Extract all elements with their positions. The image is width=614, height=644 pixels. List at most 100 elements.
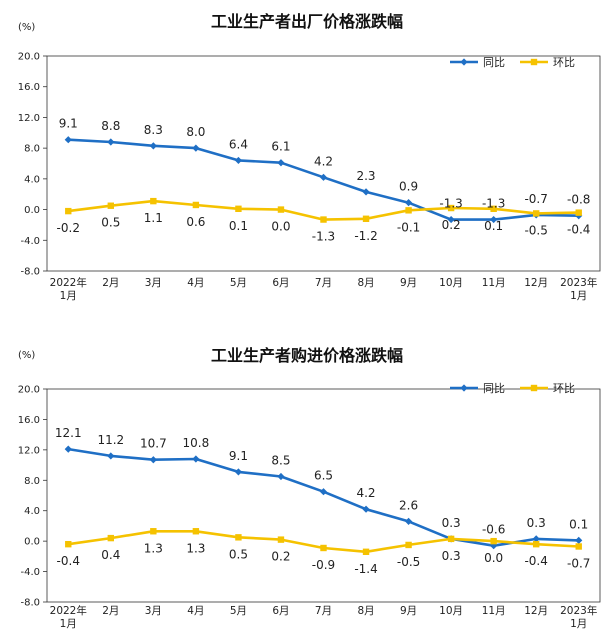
data-label: 0.2 <box>442 218 461 232</box>
y-tick-label: -4.0 <box>20 236 40 247</box>
y-axis-unit: (%) <box>18 22 36 33</box>
data-label: 0.6 <box>186 215 205 229</box>
legend-label: 环比 <box>553 56 575 69</box>
x-tick-label: 10月 <box>439 605 463 617</box>
data-label: 0.5 <box>101 216 120 230</box>
data-point <box>532 210 540 217</box>
data-point <box>149 142 157 150</box>
data-label: 0.3 <box>442 549 461 563</box>
data-point <box>490 215 498 224</box>
data-point <box>532 535 540 543</box>
data-point <box>404 199 413 207</box>
data-point <box>107 202 115 209</box>
data-point <box>107 138 115 146</box>
x-tick-label: 5月 <box>230 277 247 289</box>
x-tick-label: 9月 <box>400 605 417 617</box>
data-label: 0.0 <box>484 551 503 565</box>
chart-title: 工业生产者出厂价格涨跌幅 <box>210 12 403 31</box>
data-label: -0.1 <box>397 220 420 234</box>
data-label: 6.4 <box>229 137 248 151</box>
line-chart: 20.0 16.0 12.0 8.0 4.0 0.0 -4.0 -8.0 2022年 1月 2月 3月… <box>18 382 601 630</box>
data-label: 11.2 <box>97 433 124 447</box>
x-tick-label: 6月 <box>272 277 289 289</box>
line-chart: 20.0 16.0 12.0 8.0 4.0 0.0 -4.0 -8.0 2022年 1月 2月 3月… <box>18 52 601 302</box>
data-label: -0.4 <box>57 554 80 568</box>
y-tick-label: 12.0 <box>18 113 40 124</box>
data-label: -1.2 <box>354 229 377 243</box>
data-label: -0.2 <box>57 221 80 235</box>
x-tick-label: 3月 <box>145 277 162 289</box>
data-point <box>192 455 200 463</box>
data-label: -0.7 <box>567 556 590 570</box>
x-tick-label: 12月 <box>524 277 548 289</box>
data-label: -1.4 <box>354 562 377 576</box>
legend-label: 同比 <box>483 382 505 395</box>
data-label: -1.3 <box>439 197 462 211</box>
data-point <box>362 548 370 555</box>
x-tick-label: 9月 <box>400 277 417 289</box>
data-label: 0.5 <box>229 547 248 561</box>
data-point <box>234 468 243 476</box>
y-tick-label: 0.0 <box>24 205 40 216</box>
data-point <box>277 206 285 213</box>
data-label: 2.3 <box>356 169 375 183</box>
y-tick-label: 8.0 <box>24 144 40 155</box>
x-tick-label: 7月 <box>315 277 332 289</box>
x-tick-label: 8月 <box>357 277 374 289</box>
data-label: 4.2 <box>314 154 333 168</box>
data-point <box>320 216 327 223</box>
data-point <box>532 540 540 548</box>
data-point <box>362 215 370 222</box>
data-point <box>65 540 72 548</box>
data-label: 8.5 <box>271 453 290 467</box>
data-label: 8.0 <box>186 125 205 139</box>
chart-title: 工业生产者购进价格涨跌幅 <box>210 346 403 365</box>
y-tick-label: 0.0 <box>24 537 40 548</box>
x-tick-label: 11月 <box>482 605 506 617</box>
x-tick-label: 4月 <box>187 605 204 617</box>
data-label: -0.9 <box>312 558 335 572</box>
legend-marker <box>530 384 538 392</box>
data-point <box>404 517 413 525</box>
data-label: 4.2 <box>356 486 375 500</box>
data-label: 0.1 <box>484 219 503 233</box>
data-label: 1.3 <box>186 541 205 555</box>
x-tick-label: 7月 <box>315 605 332 617</box>
data-point <box>319 173 328 181</box>
data-point <box>490 205 497 213</box>
data-point <box>277 472 285 481</box>
data-point <box>490 537 497 545</box>
legend-label: 环比 <box>553 382 575 395</box>
x-tick-label: 2月 <box>102 605 119 617</box>
data-point <box>150 197 157 205</box>
data-label: 12.1 <box>55 426 82 440</box>
legend-marker <box>530 58 538 66</box>
data-point <box>320 544 327 552</box>
x-tick-label: 6月 <box>272 605 289 617</box>
data-point <box>277 159 285 167</box>
data-point <box>235 534 242 541</box>
y-tick-label: 20.0 <box>18 385 40 396</box>
data-label: 10.8 <box>183 436 210 450</box>
data-label: -0.4 <box>567 223 590 237</box>
y-tick-label: 20.0 <box>18 52 40 63</box>
chart-panel-producer-purchase-prices: 工业生产者购进价格涨跌幅 (%) 20.0 16.0 12.0 8.0 4.0 0.0 -4… <box>0 330 614 644</box>
data-label: 0.3 <box>527 516 546 530</box>
data-label: -0.8 <box>567 193 590 207</box>
data-label: 6.5 <box>314 469 333 483</box>
data-point <box>447 204 455 212</box>
data-label: -0.6 <box>482 523 505 537</box>
x-tick-label: 2023年 1月 <box>560 276 597 302</box>
data-label: 8.8 <box>101 119 120 133</box>
x-tick-label: 4月 <box>187 277 204 289</box>
x-tick-label: 2月 <box>102 277 119 289</box>
data-point <box>362 505 370 513</box>
data-label: 0.0 <box>271 220 290 234</box>
x-tick-label: 11月 <box>482 277 506 289</box>
data-point <box>64 136 72 144</box>
data-label: 0.1 <box>229 219 248 233</box>
data-point <box>107 534 115 542</box>
data-point <box>447 215 455 224</box>
y-tick-label: 12.0 <box>18 445 40 456</box>
data-point <box>405 207 412 214</box>
